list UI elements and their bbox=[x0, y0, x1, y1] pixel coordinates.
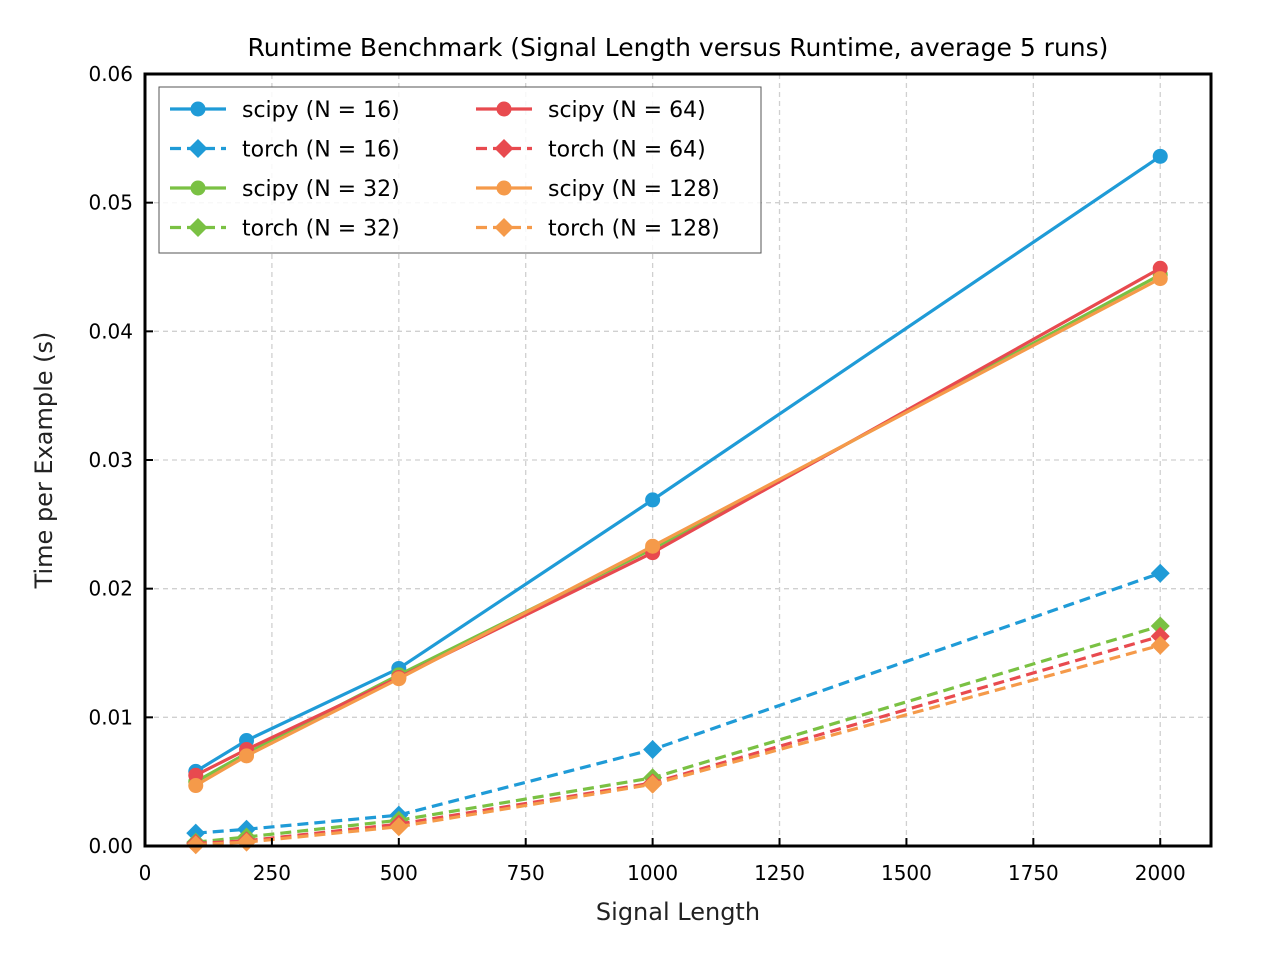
series-line bbox=[195, 643, 1161, 847]
x-tick-label: 1750 bbox=[1008, 861, 1059, 885]
data-point bbox=[643, 740, 663, 759]
data-point bbox=[188, 778, 204, 794]
x-tick-label: 1000 bbox=[627, 861, 678, 885]
data-point bbox=[188, 767, 204, 783]
x-tick-label: 0 bbox=[139, 861, 152, 885]
legend-item: scipy (N = 64) bbox=[476, 98, 706, 123]
data-point bbox=[239, 748, 255, 764]
data-point bbox=[1150, 563, 1170, 583]
legend-label: torch (N = 64) bbox=[548, 138, 706, 163]
series-layer bbox=[186, 148, 1170, 855]
data-point bbox=[389, 817, 409, 837]
y-axis-label: Time per Example (s) bbox=[30, 332, 58, 590]
y-tick-label: 0.03 bbox=[88, 448, 133, 472]
data-point bbox=[645, 492, 661, 508]
legend-label: torch (N = 32) bbox=[242, 217, 400, 242]
data-point bbox=[391, 671, 407, 687]
data-point bbox=[1150, 635, 1170, 655]
legend-marker bbox=[496, 180, 512, 196]
x-tick-label: 250 bbox=[253, 861, 291, 885]
legend-marker bbox=[190, 101, 206, 117]
series-6 bbox=[188, 271, 1168, 794]
y-tick-label: 0.01 bbox=[88, 705, 133, 729]
y-tick-label: 0.02 bbox=[88, 577, 133, 601]
chart-title: Runtime Benchmark (Signal Length versus … bbox=[248, 33, 1109, 62]
legend-marker bbox=[188, 218, 208, 237]
x-tick-label: 750 bbox=[507, 861, 545, 885]
legend-label: scipy (N = 128) bbox=[548, 177, 720, 202]
data-point bbox=[643, 774, 663, 794]
x-tick-label: 500 bbox=[380, 861, 418, 885]
data-point bbox=[1152, 260, 1168, 276]
x-tick-label: 2000 bbox=[1135, 861, 1186, 885]
legend: scipy (N = 16) torch (N = 16) scipy (N = 3… bbox=[158, 86, 762, 254]
legend-label: scipy (N = 16) bbox=[242, 98, 400, 123]
legend-label: scipy (N = 32) bbox=[242, 177, 400, 202]
series-3 bbox=[186, 616, 1170, 852]
data-point bbox=[1150, 616, 1170, 636]
series-line bbox=[195, 624, 1161, 844]
legend-marker bbox=[494, 139, 514, 158]
data-point bbox=[1152, 271, 1168, 287]
legend-marker bbox=[188, 139, 208, 158]
y-tick-label: 0.04 bbox=[88, 319, 133, 343]
x-tick-label: 1500 bbox=[881, 861, 932, 885]
series-1 bbox=[186, 563, 1170, 843]
series-line bbox=[195, 266, 1162, 777]
data-point bbox=[1152, 148, 1168, 164]
legend-marker bbox=[190, 180, 206, 196]
series-line bbox=[194, 277, 1161, 787]
x-axis-label: Signal Length bbox=[596, 898, 760, 926]
data-point bbox=[645, 538, 661, 554]
legend-label: torch (N = 16) bbox=[242, 138, 400, 163]
legend-item: torch (N = 32) bbox=[170, 217, 400, 242]
legend-item: scipy (N = 16) bbox=[170, 98, 400, 123]
y-tick-label: 0.05 bbox=[88, 191, 133, 215]
legend-item: scipy (N = 128) bbox=[476, 177, 720, 202]
x-tick-label: 1250 bbox=[754, 861, 805, 885]
legend-marker bbox=[496, 101, 512, 117]
legend-label: torch (N = 128) bbox=[548, 217, 720, 242]
legend-item: scipy (N = 32) bbox=[170, 177, 400, 202]
legend-item: torch (N = 64) bbox=[476, 138, 706, 163]
y-tick-label: 0.00 bbox=[88, 834, 133, 858]
axis-ticks: 0 250 500 750 1000 1250 1500 1750 2000 0.00 0.01 0.… bbox=[88, 62, 1185, 885]
y-tick-label: 0.06 bbox=[88, 62, 133, 86]
legend-item: torch (N = 128) bbox=[476, 217, 720, 242]
series-4 bbox=[188, 260, 1168, 783]
legend-box bbox=[158, 86, 762, 254]
legend-item: torch (N = 16) bbox=[170, 138, 400, 163]
legend-label: scipy (N = 64) bbox=[548, 98, 706, 123]
legend-marker bbox=[494, 218, 514, 237]
